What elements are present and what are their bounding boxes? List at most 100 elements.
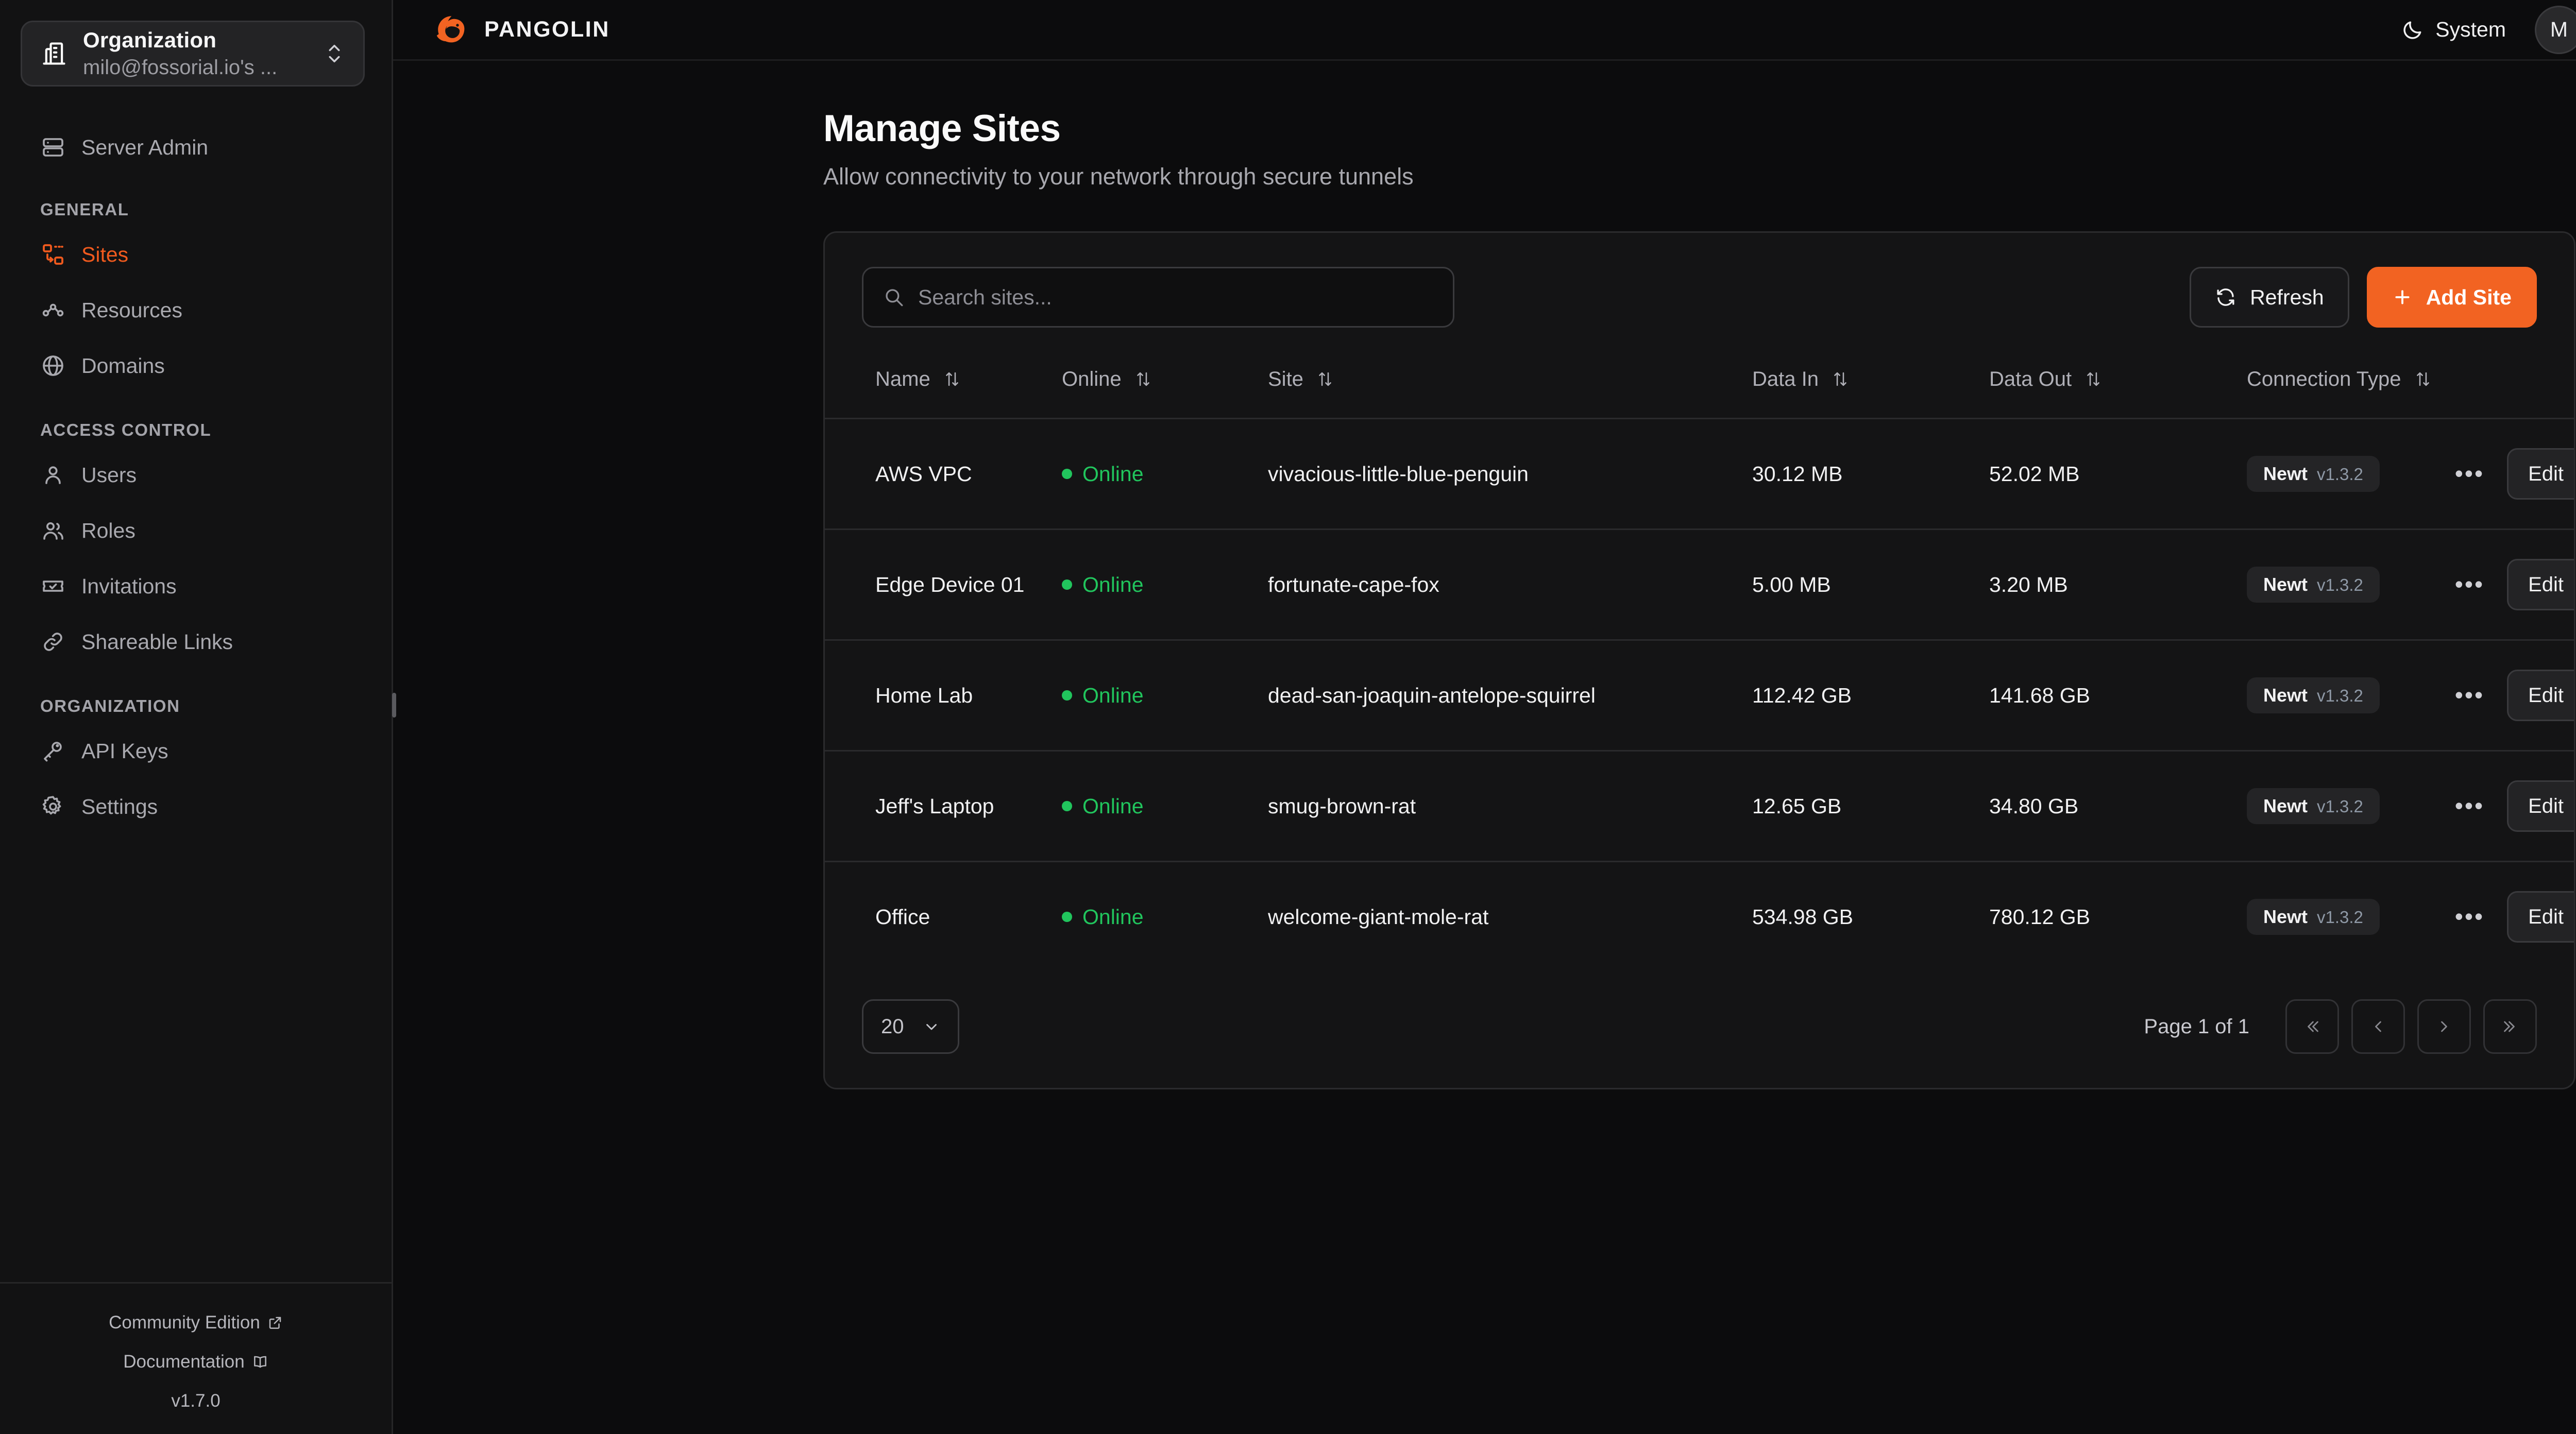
table-footer: 20 Page 1 of 1 (825, 971, 2574, 1088)
topbar: PANGOLIN System M (393, 0, 2576, 61)
cell-site: welcome-giant-mole-rat (1268, 861, 1752, 971)
sidebar-item-shareable-links[interactable]: Shareable Links (21, 614, 371, 670)
sidebar-item-roles[interactable]: Roles (21, 503, 371, 558)
sidebar-item-label: Roles (81, 518, 135, 542)
table-row[interactable]: AWS VPC Online vivacious-little-blue-pen… (825, 418, 2574, 530)
row-menu-icon[interactable]: ••• (2454, 792, 2485, 820)
brand-name: PANGOLIN (484, 17, 610, 42)
connection-name: Newt (2263, 574, 2308, 595)
sites-table: Name Online (825, 355, 2574, 971)
sidebar-item-domains[interactable]: Domains (21, 338, 371, 394)
status-dot-icon (1062, 912, 1072, 922)
cell-site: vivacious-little-blue-penguin (1268, 418, 1752, 530)
next-page-button[interactable] (2417, 999, 2471, 1054)
table-row[interactable]: Home Lab Online dead-san-joaquin-antelop… (825, 639, 2574, 751)
column-header-connection-type[interactable]: Connection Type (2247, 355, 2574, 419)
theme-toggle[interactable]: System (2401, 18, 2506, 42)
cell-data-in: 5.00 MB (1752, 528, 1989, 640)
sidebar-item-resources[interactable]: Resources (21, 282, 371, 338)
column-header-site[interactable]: Site (1268, 355, 1752, 419)
search-input[interactable]: Search sites... (862, 267, 1454, 328)
sidebar-item-label: Server Admin (81, 135, 209, 159)
edit-label: Edit (2528, 684, 2564, 707)
cell-name: Edge Device 01 (825, 528, 1062, 640)
sidebar-item-settings[interactable]: Settings (21, 779, 371, 834)
column-header-data-out[interactable]: Data Out (1989, 355, 2247, 419)
connection-version: v1.3.2 (2317, 797, 2363, 816)
main-area: PANGOLIN System M Manage Sites Allow con… (393, 0, 2576, 1434)
add-site-button[interactable]: Add Site (2366, 267, 2537, 328)
table-row[interactable]: Edge Device 01 Online fortunate-cape-fox… (825, 528, 2574, 640)
sidebar-item-api-keys[interactable]: API Keys (21, 723, 371, 779)
documentation-link[interactable]: Documentation (0, 1352, 392, 1372)
status-label: Online (1082, 683, 1144, 707)
avatar[interactable]: M (2535, 5, 2576, 54)
column-label: Online (1062, 368, 1122, 390)
page-size-select[interactable]: 20 (862, 999, 959, 1054)
edit-button[interactable]: Edit (2507, 448, 2574, 500)
row-menu-icon[interactable]: ••• (2454, 903, 2485, 930)
ticket-check-icon (40, 573, 66, 599)
cell-site: smug-brown-rat (1268, 750, 1752, 862)
building-icon (40, 39, 69, 68)
connection-version: v1.3.2 (2317, 465, 2363, 484)
table-header-row: Name Online (825, 355, 2574, 419)
cell-online: Online (1062, 528, 1268, 640)
status-badge: Online (1062, 573, 1268, 597)
cell-name: Office (825, 861, 1062, 971)
row-menu-icon[interactable]: ••• (2454, 571, 2485, 598)
cell-site: fortunate-cape-fox (1268, 528, 1752, 640)
edit-button[interactable]: Edit (2507, 780, 2574, 832)
sidebar-resize-handle[interactable] (392, 693, 396, 718)
sort-icon (1833, 370, 1848, 388)
pangolin-logo-icon (432, 10, 472, 50)
column-label: Connection Type (2247, 368, 2401, 390)
community-edition-link[interactable]: Community Edition (0, 1312, 392, 1333)
chevron-down-icon (923, 1018, 940, 1035)
status-badge: Online (1062, 684, 1268, 708)
status-label: Online (1082, 904, 1144, 929)
sidebar-footer: Community Edition Documentation v1.7.0 (0, 1282, 392, 1434)
edit-label: Edit (2528, 905, 2564, 928)
external-link-icon (267, 1315, 283, 1330)
edit-button[interactable]: Edit (2507, 891, 2574, 943)
sidebar-item-label: Invitations (81, 574, 177, 598)
connection-badge: Newt v1.3.2 (2247, 456, 2380, 492)
cell-online: Online (1062, 418, 1268, 530)
sidebar-item-sites[interactable]: Sites (21, 227, 371, 282)
key-icon (40, 738, 66, 764)
user-icon (40, 462, 66, 488)
sidebar-item-server-admin[interactable]: Server Admin (21, 120, 371, 175)
sidebar-item-invitations[interactable]: Invitations (21, 558, 371, 614)
connection-version: v1.3.2 (2317, 908, 2363, 927)
community-edition-label: Community Edition (109, 1312, 260, 1333)
row-menu-icon[interactable]: ••• (2454, 460, 2485, 487)
column-header-data-in[interactable]: Data In (1752, 355, 1989, 419)
org-switcher[interactable]: Organization milo@fossorial.io's ... (21, 21, 365, 87)
table-body: AWS VPC Online vivacious-little-blue-pen… (825, 418, 2574, 971)
cell-data-out: 52.02 MB (1989, 418, 2247, 530)
edit-button[interactable]: Edit (2507, 559, 2574, 610)
status-badge: Online (1062, 794, 1268, 818)
column-header-name[interactable]: Name (825, 355, 1062, 419)
status-label: Online (1082, 794, 1144, 818)
sidebar-item-users[interactable]: Users (21, 447, 371, 503)
cell-data-out: 780.12 GB (1989, 861, 2247, 971)
edit-button[interactable]: Edit (2507, 670, 2574, 721)
previous-page-button[interactable] (2351, 999, 2405, 1054)
refresh-button[interactable]: Refresh (2190, 267, 2349, 328)
connection-badge: Newt v1.3.2 (2247, 567, 2380, 603)
table-row[interactable]: Jeff's Laptop Online smug-brown-rat 12.6… (825, 750, 2574, 862)
plus-icon (2392, 287, 2413, 308)
sidebar-group-organization: ORGANIZATION (40, 696, 180, 715)
avatar-initial: M (2550, 18, 2568, 41)
last-page-button[interactable] (2483, 999, 2537, 1054)
row-menu-icon[interactable]: ••• (2454, 681, 2485, 709)
sidebar-item-label: Settings (81, 794, 158, 818)
column-header-online[interactable]: Online (1062, 355, 1268, 419)
first-page-button[interactable] (2285, 999, 2339, 1054)
table-row[interactable]: Office Online welcome-giant-mole-rat 534… (825, 861, 2574, 971)
search-placeholder: Search sites... (918, 285, 1052, 309)
status-badge: Online (1062, 462, 1268, 486)
